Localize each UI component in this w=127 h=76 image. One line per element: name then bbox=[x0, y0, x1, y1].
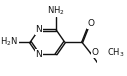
Text: O: O bbox=[88, 19, 95, 28]
Text: NH$_2$: NH$_2$ bbox=[47, 4, 65, 17]
Text: H$_2$N: H$_2$N bbox=[0, 36, 18, 48]
Text: CH$_3$: CH$_3$ bbox=[107, 47, 124, 59]
Text: N: N bbox=[35, 25, 42, 34]
Text: N: N bbox=[35, 50, 42, 59]
Text: O: O bbox=[91, 48, 98, 57]
